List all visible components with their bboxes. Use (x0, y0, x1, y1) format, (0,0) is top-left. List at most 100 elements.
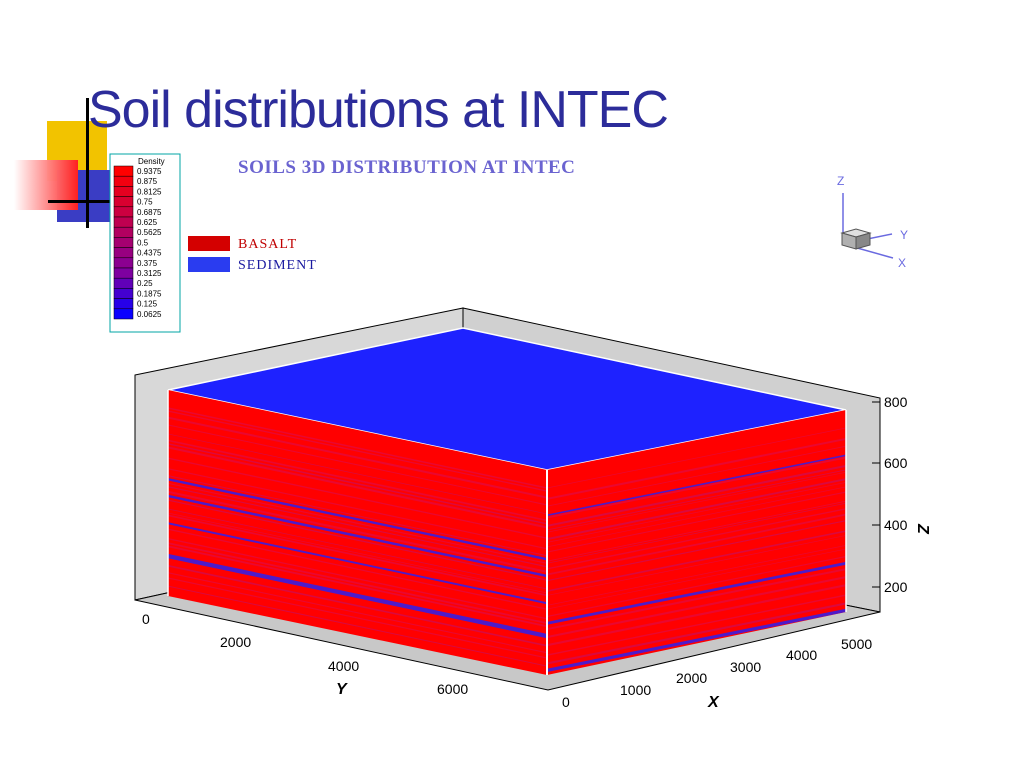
soil-layer-stripe (168, 537, 547, 621)
soil-layer-stripe (547, 468, 846, 532)
soil-layer-stripe (547, 490, 846, 554)
soil-layer-stripe (168, 467, 547, 551)
soil-layer-stripe (547, 426, 846, 490)
colorbar-tick-label: 0.4375 (137, 249, 162, 258)
soil-layer-stripe (547, 554, 846, 619)
soil-layer-stripe (168, 563, 547, 648)
colorbar-tick-label: 0.25 (137, 279, 153, 288)
soil-layer-stripe (168, 438, 547, 523)
soil-layer-stripe (547, 567, 846, 632)
y-tick-label: 0 (142, 611, 150, 627)
soil-layer-stripe (168, 527, 547, 611)
colorbar-cell (113, 298, 134, 310)
z-tick-label: 600 (884, 455, 908, 471)
colorbar-tick-label: 0.5625 (137, 228, 162, 237)
soil-layer-stripe (547, 512, 846, 577)
soil-layer-stripe (168, 456, 547, 540)
x-tick-label: 1000 (620, 682, 651, 698)
soil-layer-stripe (168, 442, 547, 526)
soil-layer-stripe (547, 607, 846, 673)
soil-layer-stripe (168, 432, 547, 516)
soil-layer-stripe (547, 444, 846, 508)
soil-layer-stripe (168, 513, 547, 598)
colorbar-tick-label: 0.0625 (137, 310, 162, 319)
z-tick-label: 200 (884, 579, 908, 595)
soil-layer-stripe (547, 534, 846, 597)
soil-volume (167, 327, 847, 675)
soil-layer-stripe (547, 477, 846, 542)
colorbar-tick-label: 0.3125 (137, 269, 162, 278)
soil-layer-stripe (547, 544, 846, 607)
triad-label-x: X (898, 256, 906, 270)
colorbar-cell (113, 237, 134, 248)
x-tick-label: 3000 (730, 659, 761, 675)
slide-title: Soil distributions at INTEC (88, 81, 669, 139)
soil-layer-stripe (547, 501, 846, 565)
y-axis: 0 2000 4000 6000 (142, 611, 468, 697)
soil-layer-stripe (547, 601, 846, 666)
colorbar-cell (113, 175, 134, 187)
soil-layer-stripe (547, 463, 846, 528)
soil-layer-stripe (168, 571, 547, 655)
volume-left-face (168, 390, 547, 675)
z-axis: 200 400 600 800 (872, 394, 908, 595)
soil-layer-stripe (547, 519, 846, 583)
soil-layer-stripe (168, 576, 547, 660)
z-tick-label: 400 (884, 517, 908, 533)
soil-layer-stripe (547, 485, 846, 549)
colorbar-tick-label: 0.1875 (137, 289, 162, 298)
soil-layer-stripe (168, 474, 547, 558)
soil-layer-stripe (168, 415, 547, 500)
soil-layer-stripe (547, 583, 846, 648)
colorbar-tick-label: 0.6875 (137, 208, 162, 217)
soil-layer-stripe (547, 560, 846, 626)
soil-layer-stripe (168, 485, 547, 569)
decor-vertical-line (86, 98, 89, 228)
legend-swatch-sediment (188, 257, 230, 272)
colorbar-tick-label: 0.75 (137, 198, 153, 207)
colorbar-tick-label: 0.125 (137, 300, 158, 309)
material-legend: BASALT SEDIMENT (188, 236, 317, 273)
soil-layer-stripe (547, 499, 846, 563)
soil-layer-stripe (547, 529, 846, 593)
y-axis-title: Y (336, 681, 348, 698)
colorbar-cell (113, 216, 134, 228)
colorbar-cell (113, 257, 134, 269)
soil-layer-stripe (547, 575, 846, 640)
colorbar-cell (113, 277, 134, 289)
soil-layer-stripe (168, 498, 547, 582)
legend-label-sediment: SEDIMENT (238, 258, 317, 273)
x-tick-label: 5000 (841, 636, 872, 652)
colorbar-cell (113, 186, 134, 197)
colorbar-cell (113, 165, 134, 177)
z-tick-label: 800 (884, 394, 908, 410)
colorbar-cell (113, 196, 134, 208)
soil-layer-stripe (168, 521, 547, 606)
legend-label-basalt: BASALT (238, 237, 297, 252)
legend-swatch-basalt (188, 236, 230, 251)
colorbar-tick-label: 0.625 (137, 218, 158, 227)
soil-layer-stripe (547, 470, 846, 534)
y-tick-label: 4000 (328, 658, 359, 674)
soil-layer-stripe (168, 489, 547, 574)
colorbar-cell (113, 308, 134, 320)
colorbar-tick-label: 0.875 (137, 177, 158, 186)
soil-layer-stripe (547, 507, 846, 571)
y-tick-label: 2000 (220, 634, 251, 650)
colorbar-tick-label: 0.5 (137, 238, 149, 247)
soil-layer-stripe (168, 541, 547, 626)
soil-layer-stripe (168, 481, 547, 565)
x-tick-label: 2000 (676, 670, 707, 686)
chart-title: SOILS 3D DISTRIBUTION AT INTEC (238, 157, 575, 178)
colorbar-cell (113, 206, 134, 218)
x-tick-label: 4000 (786, 647, 817, 663)
triad-label-y: Y (900, 228, 908, 242)
soil-layer-stripe (168, 584, 547, 668)
soil-layer-stripe (168, 406, 547, 490)
colorbar-tick-label: 0.8125 (137, 187, 162, 196)
soil-layer-stripe (547, 481, 846, 544)
soil-layer-stripe (168, 445, 547, 530)
soil-layer-stripe (168, 511, 547, 595)
